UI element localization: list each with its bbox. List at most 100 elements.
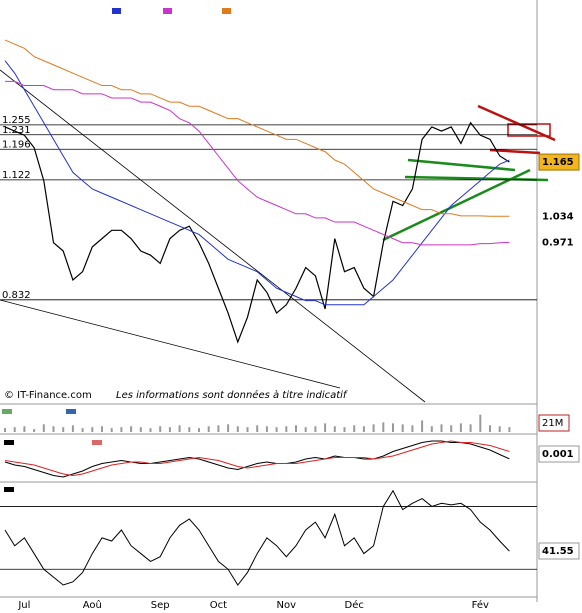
volume-bar	[198, 428, 200, 432]
volume-bar	[101, 426, 103, 432]
value-tag-box	[538, 542, 580, 560]
volume-bar	[33, 429, 36, 432]
legend-swatch	[163, 8, 172, 14]
volume-bar	[139, 427, 142, 432]
volume-bar	[275, 427, 278, 432]
value-tag-box	[538, 445, 580, 463]
panel-icon	[4, 440, 14, 445]
value-tag: 1.165	[542, 157, 574, 168]
volume-bar	[23, 426, 26, 432]
value-tag: 41.55	[542, 546, 574, 557]
value-tag: 21M	[542, 418, 563, 429]
level-label: 1.231	[2, 125, 31, 136]
level-label: 0.832	[2, 290, 31, 301]
volume-bar	[178, 425, 181, 432]
annotation-box	[507, 123, 551, 137]
volume-bar	[188, 427, 191, 432]
disclaimer: Les informations sont données à titre in…	[116, 389, 348, 401]
volume-bar	[324, 423, 327, 432]
volume-bar	[207, 426, 210, 432]
series-line	[5, 80, 510, 246]
series-line	[4, 440, 510, 478]
panel-icon	[4, 487, 14, 492]
copyright: © IT-Finance.com	[4, 390, 92, 401]
x-tick-label: Jul	[17, 600, 30, 611]
level-label: 1.255	[2, 115, 31, 126]
panel-icon	[66, 409, 76, 414]
volume-bar	[130, 426, 133, 432]
trend-line	[0, 299, 341, 389]
trend-line	[477, 104, 556, 142]
volume-bar	[353, 425, 356, 432]
volume-bar	[81, 428, 84, 432]
value-tag: 0.971	[542, 237, 574, 248]
x-tick-label: Sep	[151, 600, 170, 611]
trend-line	[382, 168, 531, 242]
volume-bar	[13, 427, 16, 432]
volume-bar	[110, 428, 113, 432]
volume-bar	[401, 424, 404, 432]
value-tag-box	[538, 153, 580, 171]
volume-bar	[52, 426, 55, 432]
legend-swatch	[222, 8, 231, 14]
legend-swatch	[112, 8, 121, 14]
volume-bar	[120, 427, 123, 432]
volume-bar	[256, 425, 259, 432]
volume-bar	[372, 424, 375, 432]
series-line	[4, 60, 510, 306]
volume-bar	[508, 427, 511, 432]
value-tag-box	[538, 414, 570, 432]
panel-icon	[2, 409, 12, 414]
volume-bar	[430, 426, 433, 432]
volume-bar	[411, 425, 414, 432]
volume-bar	[149, 428, 152, 432]
volume-bar	[71, 425, 74, 432]
volume-bar	[314, 426, 317, 432]
level-label: 1.196	[2, 139, 31, 150]
volume-bar	[479, 414, 482, 432]
volume-bar	[343, 427, 346, 432]
series-line	[4, 440, 510, 477]
x-tick-label: Oct	[210, 600, 227, 611]
volume-bar	[362, 426, 365, 432]
volume-bar	[91, 427, 94, 432]
volume-bar	[295, 425, 297, 432]
volume-bar	[382, 422, 385, 432]
volume-bar	[265, 426, 268, 432]
volume-bar	[469, 424, 472, 432]
level-label: 1.122	[2, 170, 31, 181]
volume-bar	[392, 423, 394, 432]
volume-bar	[42, 424, 45, 432]
x-tick-label: Nov	[277, 600, 297, 611]
volume-bar	[62, 427, 65, 432]
series-line	[4, 489, 510, 586]
x-tick-label: Aoû	[83, 599, 102, 611]
trend-line	[0, 69, 426, 403]
volume-bar	[246, 427, 249, 432]
value-tag: 1.034	[542, 211, 574, 222]
volume-bar	[227, 424, 230, 432]
volume-bar	[489, 425, 491, 432]
trend-line	[407, 158, 516, 172]
x-tick-label: Déc	[345, 599, 364, 611]
volume-bar	[459, 423, 462, 432]
volume-bar	[421, 420, 424, 432]
volume-bar	[168, 427, 171, 432]
trend-line	[489, 148, 541, 155]
volume-bar	[498, 426, 501, 432]
x-tick-label: Fév	[472, 599, 489, 611]
volume-bar	[304, 427, 307, 432]
volume-bar	[236, 426, 239, 432]
volume-bar	[333, 426, 336, 432]
panel-icon	[92, 440, 102, 445]
value-tag: 0.001	[542, 449, 574, 460]
series-line	[4, 39, 510, 217]
volume-bar	[450, 425, 453, 432]
volume-bar	[159, 426, 162, 432]
volume-bar	[217, 425, 220, 432]
volume-bar	[440, 424, 443, 432]
volume-bar	[4, 428, 6, 432]
volume-bar	[285, 426, 288, 432]
